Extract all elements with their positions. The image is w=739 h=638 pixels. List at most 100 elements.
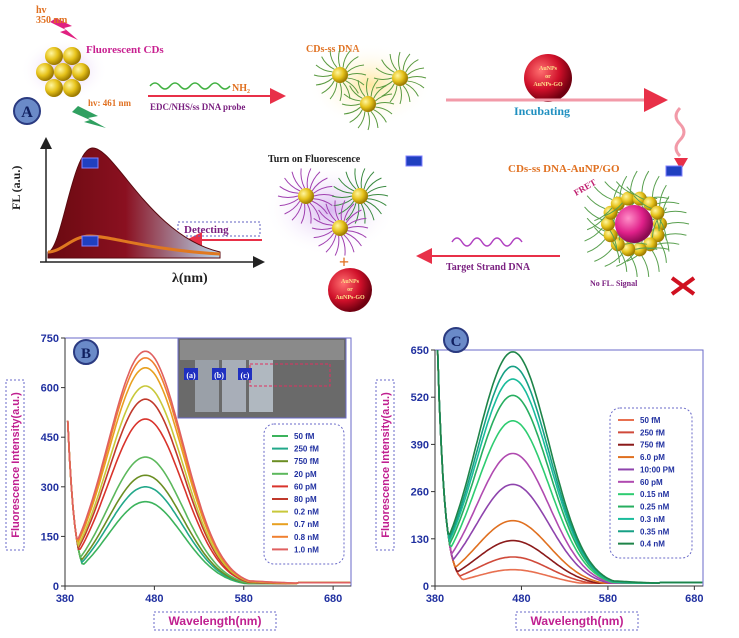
legend-label: 6.0 pM [640, 453, 665, 462]
chart-b-ylabel: Fluorescence Intensity(a.u.) [10, 392, 22, 538]
x-tick-label: 680 [685, 593, 703, 605]
x-tick-label: 580 [599, 593, 617, 605]
y-tick-label: 750 [41, 333, 59, 345]
chart-b-xlabel-box: Wavelength(nm) [153, 611, 277, 631]
svg-text:AuNPs: AuNPs [341, 279, 360, 285]
inset-label-a: (a) [186, 371, 196, 380]
x-tick-label: 380 [426, 593, 444, 605]
chart-b-series [66, 350, 351, 585]
green-lightning-icon [72, 106, 106, 128]
detecting-label: Detecting [184, 224, 229, 236]
svg-text:C: C [451, 334, 462, 350]
panel-c: 380 480 580 680 0 130 260 390 520 650 50 fM 250 fM… [375, 327, 704, 631]
lambda-axis-label: λ(nm) [172, 271, 208, 286]
y-tick-label: 130 [411, 534, 429, 546]
legend-label: 60 pM [294, 482, 317, 491]
y-tick-label: 650 [411, 345, 429, 357]
legend-label: 250 fM [640, 428, 665, 437]
chart-b-xlabel: Wavelength(nm) [169, 614, 262, 628]
series-line-1-0-nM [66, 350, 351, 584]
cds-ssdna-cluster [308, 43, 432, 131]
chart-c-ylabel: Fluorescence Intensity(a.u.) [380, 392, 392, 538]
aunps-sphere: AuNPs or AuNPs-GO [524, 54, 572, 102]
x-tick-label: 380 [56, 593, 74, 605]
chart-c-series [436, 349, 703, 584]
arrow-head [674, 158, 688, 170]
fl-axis-label: FL (a.u.) [9, 166, 23, 210]
legend-label: 50 fM [640, 416, 661, 425]
plus-sign: + [339, 252, 349, 272]
dna-strand [149, 82, 231, 90]
legend-label: 0.3 nM [640, 515, 665, 524]
x-tick-label: 580 [235, 593, 253, 605]
y-tick-label: 260 [411, 487, 429, 499]
panel-a: hv 350 nm Fluorescent CDs hv: 461 nm A N… [9, 5, 696, 312]
hv-350-label: 350 nm [36, 15, 68, 26]
hv-461-label: hv: 461 nm [88, 98, 132, 108]
legend-label: 0.7 nM [294, 520, 319, 529]
inset-label-b: (b) [214, 371, 224, 380]
complex-cluster [584, 170, 690, 277]
no-fl-label: No FL. Signal [590, 279, 638, 288]
chart-b-ylabel-box: Fluorescence Intensity(a.u.) [5, 379, 25, 551]
legend-label: 20 pM [294, 470, 317, 479]
y-tick-label: 600 [41, 383, 59, 395]
chart-c-xlabel: Wavelength(nm) [531, 614, 624, 628]
badge-iii-mid [405, 155, 423, 167]
y-tick-label: 150 [41, 531, 59, 543]
legend-box [263, 423, 345, 565]
x-tick-label: 480 [145, 593, 163, 605]
series-line-0-4-nM [436, 349, 703, 584]
fl-mini-graph [40, 137, 265, 268]
svg-text:AuNPs-GO: AuNPs-GO [533, 82, 563, 88]
chart-c-legend: 50 fM 250 fM 750 fM 6.0 pM 10:00 PM 60 pM 0.15… [609, 407, 693, 559]
legend-label: 750 fM [294, 457, 319, 466]
x-tick-label: 480 [512, 593, 530, 605]
chart-b-inset-photo: (a) (b) (c) [177, 337, 347, 419]
complex-label: CDs-ss DNA-AuNP/GO [508, 163, 620, 175]
svg-text:AuNPs: AuNPs [539, 66, 558, 72]
svg-text:or: or [347, 287, 353, 293]
legend-label: 1.0 nM [294, 545, 319, 554]
panel-b: 380 480 580 680 0 150 300 450 600 750 (a) (b) (c)… [5, 333, 352, 631]
lightning-icon [50, 18, 78, 40]
y-tick-label: 0 [423, 581, 429, 593]
legend-label: 0.35 nM [640, 527, 670, 536]
cds-cluster [20, 38, 108, 102]
badge-iii-top [665, 165, 683, 177]
target-label: Target Strand DNA [446, 262, 531, 273]
svg-text:AuNPs-GO: AuNPs-GO [335, 295, 365, 301]
legend-label: 60 pM [640, 478, 663, 487]
wavy-arrow [674, 106, 686, 158]
x-mark-icon [670, 276, 696, 296]
chart-c-ylabel-box: Fluorescence Intensity(a.u.) [375, 379, 395, 551]
legend-label: 0.8 nM [294, 533, 319, 542]
legend-label: 50 fM [294, 432, 315, 441]
nh2-label: NH₂ [232, 83, 250, 94]
detecting-box [177, 221, 261, 237]
y-tick-label: 0 [53, 581, 59, 593]
turn-on-label: Turn on Fluorescence [268, 154, 361, 165]
inset-label-c: (c) [241, 371, 250, 380]
badge-b: B [73, 339, 99, 365]
incubating-label: Incubating [514, 104, 570, 118]
legend-label: 0.25 nM [640, 503, 670, 512]
y-tick-label: 300 [41, 482, 59, 494]
edc-label: EDC/NHS/ss DNA probe [150, 102, 245, 112]
legend-label: 0.2 nM [294, 508, 319, 517]
target-dna-strand [451, 237, 523, 247]
legend-label: 80 pM [294, 495, 317, 504]
y-tick-label: 390 [411, 439, 429, 451]
badge-a: A [13, 97, 41, 125]
y-tick-label: 450 [41, 432, 59, 444]
chart-c-xlabel-box: Wavelength(nm) [515, 611, 639, 631]
svg-text:A: A [21, 104, 33, 121]
fluorescent-cds-label: Fluorescent CDs [86, 44, 164, 56]
aunps-sphere-bottom: AuNPs or AuNPs-GO [328, 268, 372, 312]
legend-label: 750 fM [640, 441, 665, 450]
cds-ssdna-label: CDs-ss DNA [306, 44, 360, 55]
legend-label: 0.15 nM [640, 490, 670, 499]
hv-label: hv [36, 5, 47, 16]
svg-text:B: B [81, 346, 91, 362]
chart-c-axes: 380 480 580 680 0 130 260 390 520 650 [411, 345, 704, 605]
